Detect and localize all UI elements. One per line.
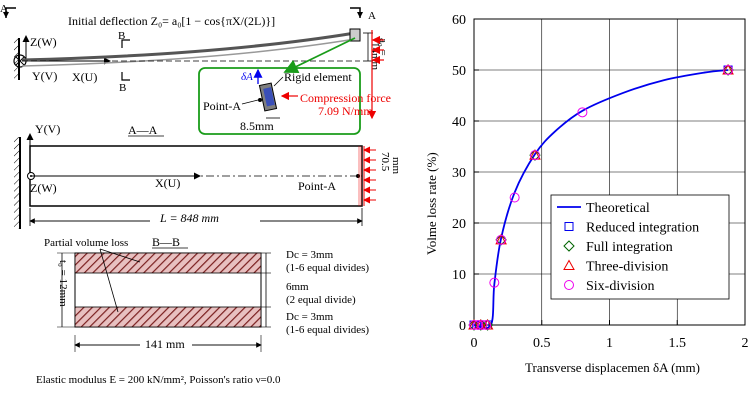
mid-2: (2 equal divide) <box>286 294 356 306</box>
dc-top-2: (1-6 equal divides) <box>286 262 369 274</box>
axis-z-w: Z(W) <box>30 35 57 49</box>
circle-marker <box>469 320 479 330</box>
x-tick-label: 0.5 <box>533 336 551 351</box>
circle-marker <box>481 320 492 330</box>
legend-box <box>550 194 730 300</box>
theoretical-series <box>473 69 729 329</box>
point-a-callout: Point-A <box>203 99 241 113</box>
marker-series <box>468 63 734 331</box>
axis-ticks: 0 10 20 30 40 50 60 0 0.5 1 1.5 2 <box>452 13 749 351</box>
y-axis-label: Volme loss rate (%) <box>424 152 439 255</box>
legend-circle-swatch <box>564 280 574 290</box>
volume-loss-chart: 0 10 20 30 40 50 60 0 0.5 1 1.5 2 Transverse displa… <box>424 13 749 375</box>
section-aa-label: A—A <box>128 123 158 137</box>
circle-marker <box>496 234 507 245</box>
axis-x-u-aa: X(U) <box>155 176 180 190</box>
section-bb-label: B—B <box>152 235 180 249</box>
legend-label: Six-division <box>586 279 654 294</box>
delta-label: δA <box>241 71 253 83</box>
circle-marker <box>489 277 500 288</box>
section-b-top: B <box>118 30 125 42</box>
y-tick-label: 50 <box>452 64 466 79</box>
legend-label: Reduced integration <box>586 221 699 236</box>
axis-y-v: Y(V) <box>32 69 57 83</box>
section-aa-diagram: Y(V) A—A Z(W) X(U) Point-A 70.5 mm L = 8… <box>14 122 402 229</box>
zoom-pointer <box>283 37 356 73</box>
circle-marker <box>577 107 588 118</box>
dim-85: 8.5mm <box>240 119 274 133</box>
point-a-aa: Point-A <box>298 179 336 193</box>
t0-label: t₀ = 12mm <box>57 260 69 307</box>
mid-1: 6mm <box>286 281 309 293</box>
legend-label: Full integration <box>586 240 673 255</box>
length-l: L = 848 mm <box>159 211 219 225</box>
wall-hatch-top <box>14 38 19 80</box>
legend-triangle-swatch <box>563 259 575 270</box>
rigid-element-label: Rigid element <box>284 70 352 84</box>
legend-label: Theoretical <box>586 201 650 216</box>
legend-label: Three-division <box>586 260 668 275</box>
deflection-diagram: A A Initial deflection Z₀= a₀[1 − cos{πX… <box>0 3 391 135</box>
axis-y-v-aa: Y(V) <box>35 122 60 136</box>
x-tick-label: 0 <box>471 336 478 351</box>
section-b-bottom: B <box>119 82 126 94</box>
x-tick-label: 2 <box>742 336 749 351</box>
dim-705-a: 70.5 <box>379 152 391 172</box>
deflected-beam <box>21 31 356 62</box>
zoom-callout-box <box>198 67 361 135</box>
a0-value: 14mm <box>369 42 381 71</box>
x-tick-label: 1 <box>606 336 613 351</box>
axis-z-w-aa: Z(W) <box>30 181 57 195</box>
beam-end-block <box>349 28 361 42</box>
dc-bot-1: Dc = 3mm <box>286 311 334 323</box>
x-axis-label: Transverse displacemen δA (mm) <box>525 360 700 375</box>
circle-marker <box>509 192 520 203</box>
bottom-corrosion-layer <box>74 306 262 328</box>
y-tick-label: 30 <box>452 166 466 181</box>
circle-marker <box>723 65 734 75</box>
section-a-label-left: A <box>0 3 8 15</box>
legend-diamond-swatch <box>563 240 575 252</box>
dim-705-b: mm <box>390 157 402 175</box>
y-tick-label: 10 <box>452 268 466 283</box>
deflection-formula: Initial deflection Z₀= a₀[1 − cos{πX/(2L… <box>68 14 275 28</box>
circle-marker <box>477 320 488 330</box>
legend-square-swatch <box>564 222 574 231</box>
elastic-modulus-note: Elastic modulus E = 200 kN/mm², Poisson'… <box>36 374 281 386</box>
dc-top-1: Dc = 3mm <box>286 249 334 261</box>
partial-volume-loss-label: Partial volume loss <box>44 237 128 249</box>
circle-marker <box>529 150 540 161</box>
x-tick-label: 1.5 <box>669 336 687 351</box>
section-bb-diagram: Partial volume loss B—B t₀ = 12mm Dc = 3… <box>36 235 369 386</box>
y-tick-label: 60 <box>452 13 466 28</box>
wall-hatch-middle <box>14 137 20 229</box>
width-141: 141 mm <box>145 337 185 351</box>
section-a-label-right: A <box>368 10 376 22</box>
legend: Theoretical Reduced integration Full integ… <box>550 194 730 300</box>
circle-marker <box>473 320 484 330</box>
y-tick-label: 20 <box>452 217 466 232</box>
y-tick-label: 0 <box>459 319 466 334</box>
dc-bot-2: (1-6 equal divides) <box>286 324 369 336</box>
axis-x-u: X(U) <box>72 70 97 84</box>
theoretical-line <box>473 69 729 329</box>
y-tick-label: 40 <box>452 115 466 130</box>
diamond-marker <box>722 64 734 76</box>
top-corrosion-layer <box>74 252 262 274</box>
compression-force-label-1: Compression force <box>300 91 391 105</box>
compression-force-label-2: 7.09 N/mm <box>318 104 373 118</box>
